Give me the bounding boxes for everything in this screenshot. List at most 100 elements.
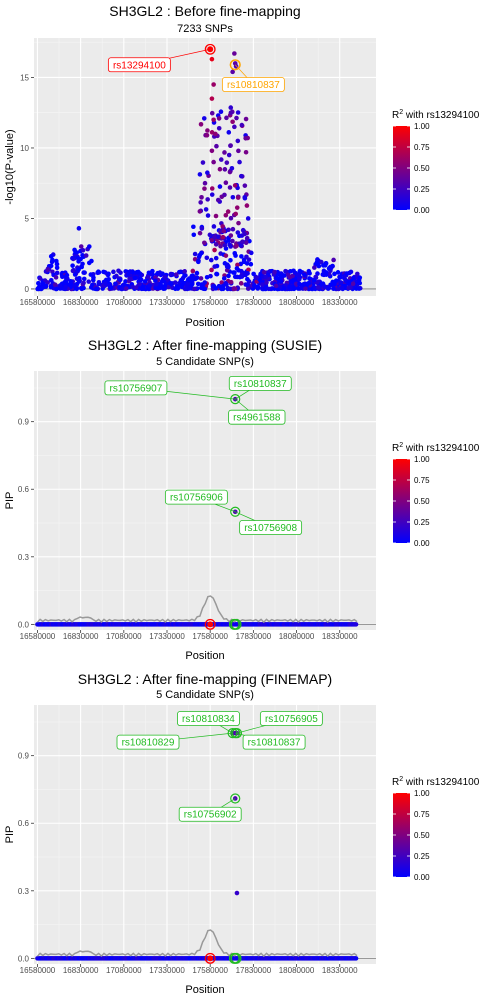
snp-label: rs10810837	[234, 379, 287, 390]
snp-point	[200, 160, 206, 165]
snp-point	[230, 194, 236, 200]
snp-point	[45, 267, 51, 273]
snp-point	[243, 240, 249, 246]
legend-tick-label: 0.00	[414, 539, 430, 548]
snp-point	[72, 272, 78, 277]
snp-point	[223, 180, 229, 186]
snp-point	[197, 230, 203, 236]
snp-point	[232, 270, 237, 275]
panel-1: SH3GL2 : Before fine-mapping 7233 SNPs 0 5 1…	[4, 3, 480, 329]
snp-point	[114, 273, 119, 279]
legend-tick-label: 1.00	[414, 789, 430, 798]
snp-point	[227, 185, 233, 190]
snp-point	[322, 284, 328, 289]
snp-point	[224, 160, 230, 165]
snp-label: rs13294100	[113, 60, 166, 71]
x-tick-label: 16830000	[63, 632, 99, 641]
snp-point	[205, 197, 210, 202]
snp-point	[303, 286, 308, 291]
snp-point	[240, 227, 246, 233]
snp-point	[76, 267, 81, 272]
snp-point	[315, 284, 321, 290]
snp-point	[226, 273, 231, 279]
legend-tick-label: 1.00	[414, 455, 430, 464]
legend-tick-label: 0.50	[414, 164, 430, 173]
snp-point	[221, 228, 227, 234]
snp-point	[236, 148, 241, 154]
chart-subtitle: 5 Candidate SNP(s)	[156, 689, 254, 701]
snp-point	[282, 286, 287, 291]
snp-point	[213, 255, 219, 261]
snp-label: rs10756906	[170, 493, 223, 504]
snp-point	[242, 231, 247, 237]
x-tick-label: 17330000	[149, 966, 185, 975]
legend-title-sup: 2	[399, 442, 403, 449]
legend-title-r: R	[392, 110, 399, 121]
snp-point	[302, 272, 307, 277]
snp-point	[103, 281, 108, 287]
snp-point	[315, 271, 320, 276]
x-tick-label: 18330000	[322, 966, 358, 975]
x-tick-label: 18080000	[279, 966, 315, 975]
snp-point	[245, 286, 251, 291]
snp-point	[208, 273, 213, 279]
snp-point	[201, 116, 207, 121]
snp-point	[76, 259, 81, 264]
snp-point	[213, 286, 219, 291]
snp-point	[140, 284, 146, 290]
legend-tick-label: 0.25	[414, 518, 430, 527]
snp-point	[209, 267, 214, 273]
legend-tick-label: 0.50	[414, 831, 430, 840]
snp-point	[52, 282, 58, 288]
snp-point	[168, 280, 173, 286]
y-tick-label: 0.0	[18, 620, 30, 629]
snp-point	[189, 281, 195, 287]
snp-point	[234, 115, 239, 121]
snp-point	[172, 280, 178, 285]
snp-point	[205, 170, 210, 176]
legend-tick-label: 0.75	[414, 476, 430, 485]
snp-point	[202, 186, 207, 191]
snp-point	[295, 286, 301, 291]
snp-point	[54, 286, 59, 292]
legend-title: R2 with rs13294100	[392, 776, 480, 788]
snp-point	[93, 286, 99, 292]
snp-point	[246, 267, 251, 273]
snp-point	[159, 279, 165, 284]
snp-point	[197, 209, 203, 214]
y-tick-label: 10	[20, 144, 29, 153]
y-tick-label: 5	[25, 214, 30, 223]
snp-point	[263, 286, 268, 292]
snp-point	[62, 286, 68, 292]
snp-point	[96, 281, 102, 287]
snp-point	[278, 279, 284, 284]
snp-label-box	[177, 711, 240, 726]
snp-point	[228, 279, 234, 285]
snp-point	[75, 255, 80, 260]
snp-point	[319, 281, 324, 287]
snp-point	[235, 138, 241, 144]
snp-point	[113, 281, 118, 287]
snp-highlight-ring	[229, 59, 241, 71]
snp-point	[209, 56, 215, 62]
snp-point	[220, 234, 226, 240]
snp-point	[182, 273, 187, 279]
snp-point	[223, 253, 229, 258]
y-axis-label: PIP	[4, 826, 16, 844]
pvalue-trace	[36, 929, 358, 958]
snp-point	[214, 143, 219, 149]
snp-point	[216, 283, 222, 289]
legend-title-sup: 2	[399, 776, 403, 783]
snp-point	[288, 269, 293, 274]
snp-label: rs10810837	[227, 80, 280, 91]
snp-point	[57, 283, 63, 288]
snp-point	[272, 269, 277, 275]
snp-point	[230, 238, 235, 244]
snp-point	[73, 249, 78, 255]
y-tick-label: 0.6	[18, 819, 30, 828]
snp-point	[121, 282, 127, 288]
legend-tick-label: 0.00	[414, 206, 430, 215]
x-tick-label: 17580000	[192, 632, 228, 641]
y-tick-label: 0.6	[18, 485, 30, 494]
